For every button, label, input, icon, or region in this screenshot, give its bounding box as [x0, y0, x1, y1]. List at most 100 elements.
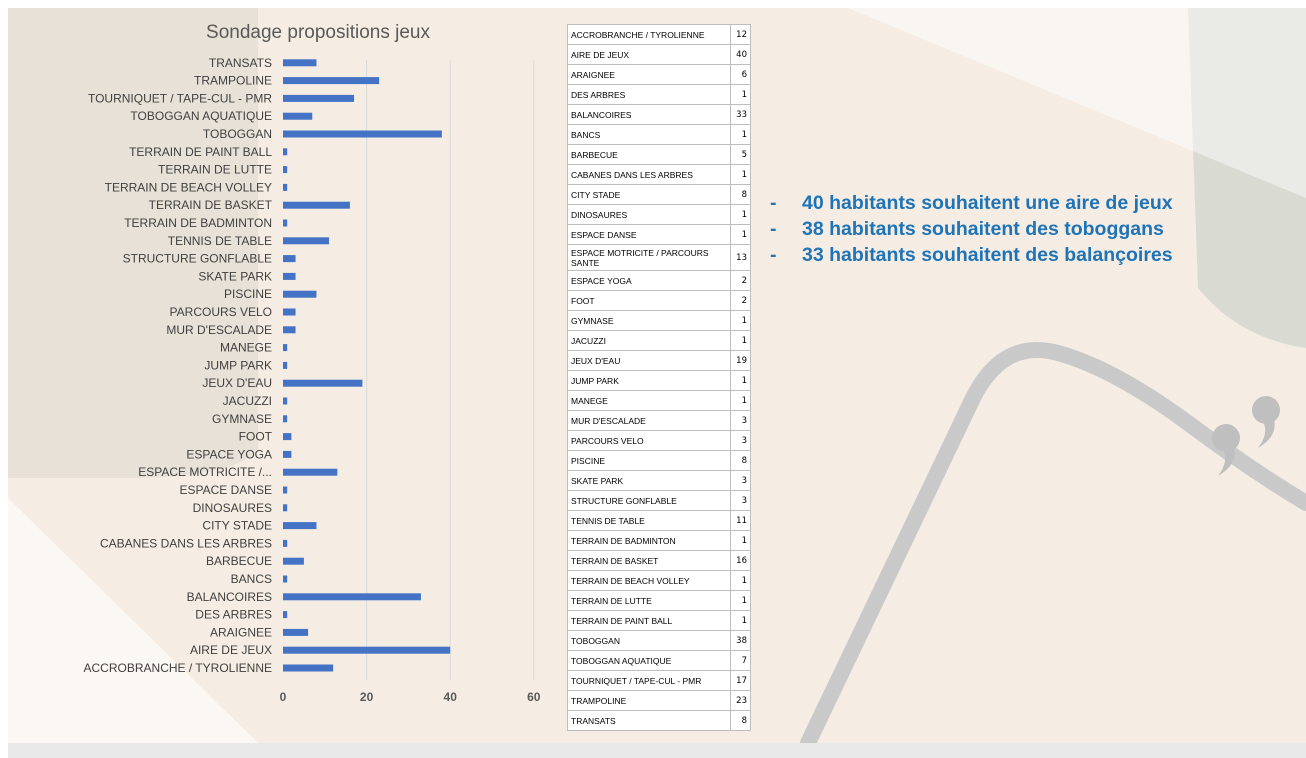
bar [283, 219, 288, 227]
category-label: CITY STADE [202, 519, 272, 533]
table-row: AIRE DE JEUX 40 [567, 44, 751, 65]
table-cell-name: TERRAIN DE LUTTE [567, 590, 731, 611]
table-cell-name: TRANSATS [567, 710, 731, 731]
table-cell-name: MANEGE [567, 390, 731, 411]
table-row: MUR D'ESCALADE 3 [567, 410, 751, 431]
table-row: TERRAIN DE BEACH VOLLEY 1 [567, 570, 751, 591]
category-label: ARAIGNEE [210, 625, 272, 639]
bar [283, 628, 309, 636]
table-cell-count: 1 [730, 530, 751, 551]
highlight-bullet: - [770, 244, 777, 266]
decor-shape-left [8, 498, 258, 743]
table-cell-count: 3 [730, 470, 751, 491]
table-cell-count: 38 [730, 630, 751, 651]
table-row: TERRAIN DE LUTTE 1 [567, 590, 751, 611]
table-cell-count: 1 [730, 204, 751, 225]
table-cell-count: 3 [730, 430, 751, 451]
table-row: DES ARBRES 1 [567, 84, 751, 105]
table-cell-count: 1 [730, 570, 751, 591]
table-cell-name: GYMNASE [567, 310, 731, 331]
highlight-bullet: - [770, 192, 777, 214]
table-cell-name: SKATE PARK [567, 470, 731, 491]
table-row: TOBOGGAN AQUATIQUE 7 [567, 650, 751, 671]
slide: Sondage propositions jeux ACCROBRANCHE /… [8, 8, 1306, 743]
background-decoration [8, 8, 1306, 743]
table-row: JUMP PARK 1 [567, 370, 751, 391]
highlight-text: 38 habitants souhaitent des toboggans [802, 218, 1164, 240]
category-label: TERRAIN DE BEACH VOLLEY [105, 180, 272, 194]
category-label: TERRAIN DE LUTTE [158, 163, 272, 177]
category-label: FOOT [239, 430, 273, 444]
table-cell-count: 1 [730, 164, 751, 185]
highlight-text: 40 habitants souhaitent une aire de jeux [802, 192, 1173, 214]
table-cell-count: 11 [730, 510, 751, 531]
bottom-bar [8, 743, 1306, 758]
table-cell-name: DES ARBRES [567, 84, 731, 105]
table-row: JACUZZI 1 [567, 330, 751, 351]
bar [283, 272, 296, 280]
table-row: BALANCOIRES 33 [567, 104, 751, 125]
bar [283, 539, 288, 547]
table-row: STRUCTURE GONFLABLE 3 [567, 490, 751, 511]
chart-x-tick-labels: 0 20 40 60 [280, 690, 541, 704]
table-cell-count: 13 [730, 244, 751, 271]
table-cell-count: 1 [730, 84, 751, 105]
category-label: JACUZZI [223, 394, 272, 408]
table-cell-name: MUR D'ESCALADE [567, 410, 731, 431]
table-cell-count: 5 [730, 144, 751, 165]
table-row: SKATE PARK 3 [567, 470, 751, 491]
table-row: TENNIS DE TABLE 11 [567, 510, 751, 531]
category-label: STRUCTURE GONFLABLE [123, 252, 272, 266]
bar [283, 94, 355, 102]
bar [283, 77, 380, 85]
table-cell-name: DINOSAURES [567, 204, 731, 225]
table-row: MANEGE 1 [567, 390, 751, 411]
table-row: ESPACE YOGA 2 [567, 270, 751, 291]
bar [283, 611, 288, 619]
category-label: PARCOURS VELO [170, 305, 272, 319]
table-cell-name: BARBECUE [567, 144, 731, 165]
bar [283, 468, 338, 476]
table-cell-count: 19 [730, 350, 751, 371]
table-row: BANCS 1 [567, 124, 751, 145]
table-row: PISCINE 8 [567, 450, 751, 471]
table-cell-count: 7 [730, 650, 751, 671]
table-row: ESPACE DANSE 1 [567, 224, 751, 245]
bar [283, 557, 304, 565]
category-label: PISCINE [224, 287, 272, 301]
table-row: ARAIGNEE 6 [567, 64, 751, 85]
category-label: BALANCOIRES [187, 590, 272, 604]
x-tick-label: 0 [280, 690, 287, 704]
chart-title: Sondage propositions jeux [206, 22, 430, 43]
category-label: GYMNASE [212, 412, 272, 426]
bar [283, 575, 288, 583]
table-cell-count: 1 [730, 310, 751, 331]
table-cell-name: BALANCOIRES [567, 104, 731, 125]
table-row: CITY STADE 8 [567, 184, 751, 205]
category-label: TRANSATS [209, 56, 272, 70]
table-cell-count: 23 [730, 690, 751, 711]
table-cell-name: CITY STADE [567, 184, 731, 205]
table-cell-name: TERRAIN DE BASKET [567, 550, 731, 571]
table-row: JEUX D'EAU 19 [567, 350, 751, 371]
bar [283, 326, 296, 334]
decor-shape-right [1188, 8, 1306, 348]
bar [283, 166, 288, 174]
category-label: DINOSAURES [193, 501, 272, 515]
bar [283, 379, 363, 387]
decor-white-wedge [848, 8, 1306, 198]
table-cell-name: TENNIS DE TABLE [567, 510, 731, 531]
table-row: TERRAIN DE PAINT BALL 1 [567, 610, 751, 631]
table-row: DINOSAURES 1 [567, 204, 751, 225]
x-tick-label: 60 [527, 690, 541, 704]
table-row: TRAMPOLINE 23 [567, 690, 751, 711]
chart-category-labels: ACCROBRANCHE / TYROLIENNE AIRE DE JEUX ARA… [84, 56, 273, 675]
decor-shape-left-blob [8, 8, 258, 478]
table-row: ACCROBRANCHE / TYROLIENNE 12 [567, 24, 751, 45]
category-label: MANEGE [220, 341, 272, 355]
table-row: TRANSATS 8 [567, 710, 751, 731]
table-cell-count: 1 [730, 390, 751, 411]
bar [283, 504, 288, 512]
table-cell-name: JUMP PARK [567, 370, 731, 391]
table-cell-name: TOBOGGAN AQUATIQUE [567, 650, 731, 671]
